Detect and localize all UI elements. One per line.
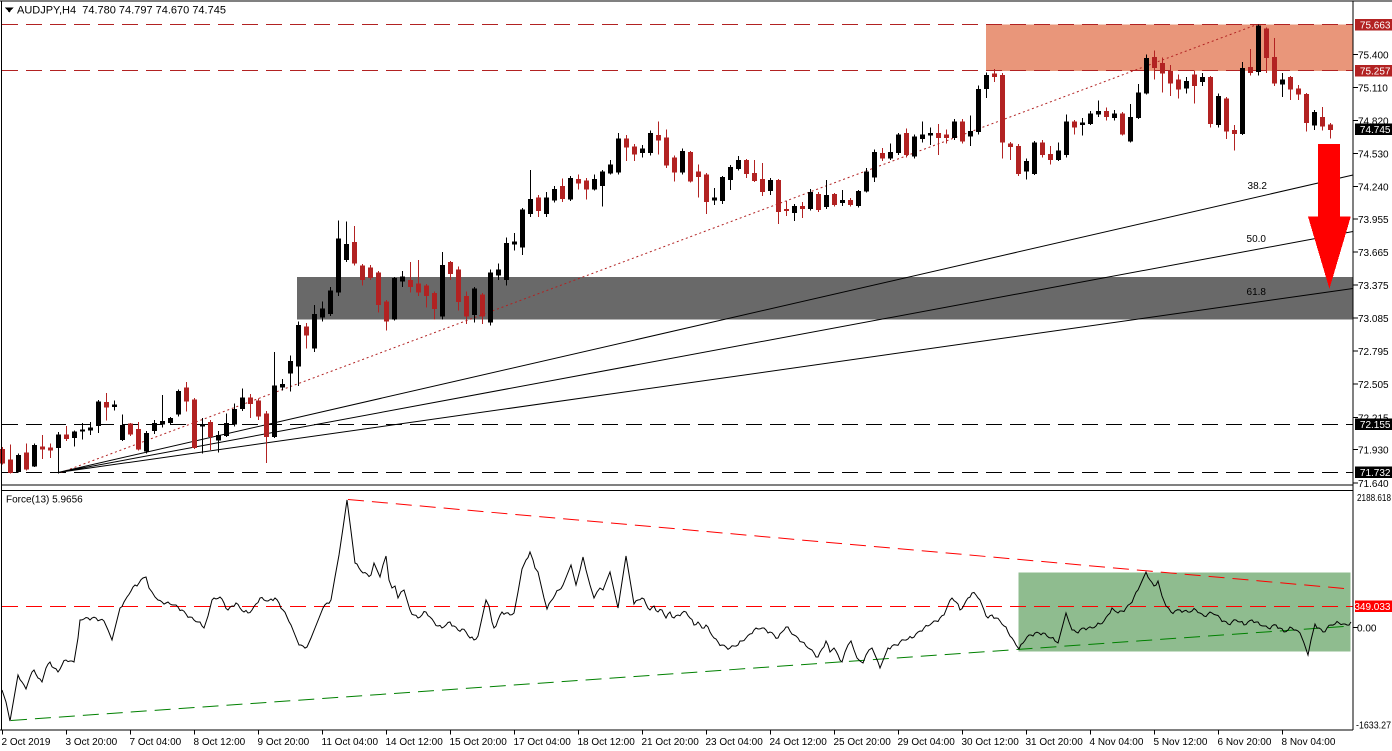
svg-text:74.240: 74.240 <box>1358 183 1389 194</box>
svg-text:61.8: 61.8 <box>1247 287 1267 298</box>
svg-text:6 Nov 20:00: 6 Nov 20:00 <box>1218 737 1272 748</box>
svg-text:Force(13) 5.9656: Force(13) 5.9656 <box>6 495 83 506</box>
svg-text:2 Oct 2019: 2 Oct 2019 <box>2 737 51 748</box>
svg-text:71.640: 71.640 <box>1358 479 1389 490</box>
svg-text:50.0: 50.0 <box>1247 234 1267 245</box>
svg-text:73.085: 73.085 <box>1358 314 1389 325</box>
svg-text:7 Oct 04:00: 7 Oct 04:00 <box>130 737 182 748</box>
svg-text:31 Oct 20:00: 31 Oct 20:00 <box>1026 737 1084 748</box>
svg-text:4 Nov 04:00: 4 Nov 04:00 <box>1090 737 1144 748</box>
svg-text:72.155: 72.155 <box>1360 420 1391 431</box>
svg-text:74.820: 74.820 <box>1358 117 1389 128</box>
svg-text:38.2: 38.2 <box>1248 181 1268 192</box>
svg-text:349.033: 349.033 <box>1354 602 1391 613</box>
svg-text:8 Oct 12:00: 8 Oct 12:00 <box>194 737 246 748</box>
svg-text:5 Nov 12:00: 5 Nov 12:00 <box>1154 737 1208 748</box>
svg-text:75.257: 75.257 <box>1360 67 1391 78</box>
svg-text:0.00: 0.00 <box>1357 624 1377 635</box>
svg-text:8 Nov 04:00: 8 Nov 04:00 <box>1282 737 1336 748</box>
svg-text:75.663: 75.663 <box>1360 20 1391 31</box>
svg-text:-1633.27: -1633.27 <box>1356 720 1391 731</box>
svg-text:2188.618: 2188.618 <box>1357 493 1391 504</box>
svg-text:23 Oct 04:00: 23 Oct 04:00 <box>706 737 764 748</box>
svg-text:29 Oct 04:00: 29 Oct 04:00 <box>898 737 956 748</box>
svg-text:74.745: 74.745 <box>1360 125 1391 136</box>
svg-text:71.732: 71.732 <box>1360 468 1391 479</box>
svg-text:AUDJPY,H4 74.780 74.797 74.67: AUDJPY,H4 74.780 74.797 74.670 74.745 <box>17 5 226 17</box>
svg-text:72.505: 72.505 <box>1358 380 1389 391</box>
svg-text:72.795: 72.795 <box>1358 347 1389 358</box>
svg-text:73.375: 73.375 <box>1358 281 1389 292</box>
svg-text:9 Oct 20:00: 9 Oct 20:00 <box>258 737 310 748</box>
svg-text:73.665: 73.665 <box>1358 248 1389 259</box>
svg-text:74.530: 74.530 <box>1358 150 1389 161</box>
svg-text:15 Oct 20:00: 15 Oct 20:00 <box>450 737 508 748</box>
svg-text:3 Oct 20:00: 3 Oct 20:00 <box>66 737 118 748</box>
svg-text:75.110: 75.110 <box>1358 84 1388 95</box>
svg-text:25 Oct 20:00: 25 Oct 20:00 <box>834 737 892 748</box>
svg-text:21 Oct 20:00: 21 Oct 20:00 <box>642 737 700 748</box>
svg-text:17 Oct 04:00: 17 Oct 04:00 <box>514 737 572 748</box>
svg-text:24 Oct 12:00: 24 Oct 12:00 <box>770 737 828 748</box>
svg-text:30 Oct 12:00: 30 Oct 12:00 <box>962 737 1020 748</box>
svg-text:73.955: 73.955 <box>1358 215 1389 226</box>
svg-text:18 Oct 12:00: 18 Oct 12:00 <box>578 737 636 748</box>
svg-text:11 Oct 04:00: 11 Oct 04:00 <box>322 737 379 748</box>
svg-text:75.400: 75.400 <box>1358 51 1389 62</box>
svg-text:71.930: 71.930 <box>1358 446 1389 457</box>
svg-text:14 Oct 12:00: 14 Oct 12:00 <box>386 737 444 748</box>
